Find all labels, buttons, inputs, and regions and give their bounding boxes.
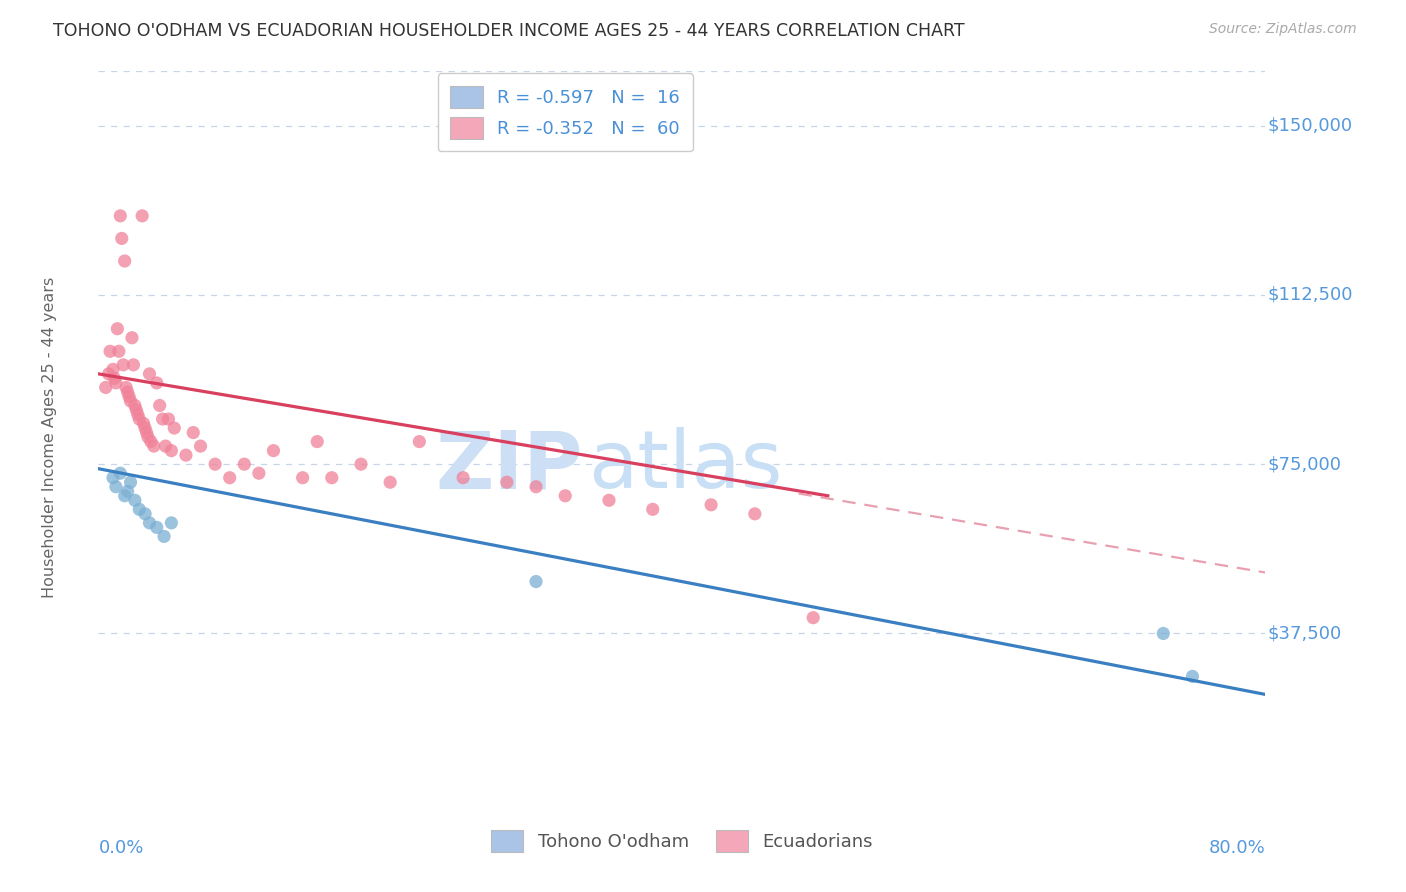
Point xyxy=(134,507,156,521)
Point xyxy=(136,430,159,444)
Point xyxy=(128,412,150,426)
Point xyxy=(138,516,160,530)
Point xyxy=(554,489,576,503)
Point xyxy=(204,457,226,471)
Point xyxy=(142,439,165,453)
Text: $112,500: $112,500 xyxy=(1268,285,1353,304)
Point xyxy=(101,362,124,376)
Point xyxy=(112,358,135,372)
Point xyxy=(104,480,127,494)
Point xyxy=(117,384,139,399)
Point xyxy=(146,520,169,534)
Text: atlas: atlas xyxy=(589,427,783,506)
Point xyxy=(146,376,169,390)
Text: 80.0%: 80.0% xyxy=(1209,839,1265,857)
Point xyxy=(163,421,186,435)
Point xyxy=(138,367,160,381)
Point xyxy=(160,516,183,530)
Point xyxy=(124,399,146,413)
Point xyxy=(152,412,174,426)
Point xyxy=(118,389,141,403)
Point xyxy=(641,502,664,516)
Point xyxy=(408,434,430,449)
Point xyxy=(218,471,240,485)
Point xyxy=(1181,669,1204,683)
Point xyxy=(122,358,145,372)
Point xyxy=(190,439,212,453)
Point xyxy=(97,367,120,381)
Point xyxy=(153,529,176,543)
Point xyxy=(262,443,284,458)
Point xyxy=(524,480,547,494)
Point xyxy=(149,399,172,413)
Point xyxy=(111,231,134,245)
Point xyxy=(103,371,125,385)
Point xyxy=(104,376,127,390)
Point xyxy=(380,475,402,490)
Point xyxy=(174,448,197,462)
Point xyxy=(101,471,124,485)
Point xyxy=(132,417,155,431)
Point xyxy=(801,610,824,624)
Point xyxy=(350,457,373,471)
Text: TOHONO O'ODHAM VS ECUADORIAN HOUSEHOLDER INCOME AGES 25 - 44 YEARS CORRELATION C: TOHONO O'ODHAM VS ECUADORIAN HOUSEHOLDER… xyxy=(53,22,965,40)
Point xyxy=(160,443,183,458)
Point xyxy=(110,466,132,480)
Point xyxy=(139,434,162,449)
Point xyxy=(1152,626,1174,640)
Text: Householder Income Ages 25 - 44 years: Householder Income Ages 25 - 44 years xyxy=(42,277,56,598)
Point xyxy=(181,425,204,440)
Point xyxy=(114,254,136,268)
Point xyxy=(135,425,157,440)
Legend: Tohono O'odham, Ecuadorians: Tohono O'odham, Ecuadorians xyxy=(484,823,880,860)
Text: Source: ZipAtlas.com: Source: ZipAtlas.com xyxy=(1209,22,1357,37)
Point xyxy=(117,484,139,499)
Point xyxy=(121,331,143,345)
Point xyxy=(744,507,766,521)
Point xyxy=(134,421,156,435)
Text: ZIP: ZIP xyxy=(436,427,582,506)
Point xyxy=(114,489,136,503)
Point xyxy=(110,209,132,223)
Point xyxy=(247,466,270,480)
Point xyxy=(125,403,148,417)
Point xyxy=(120,475,142,490)
Point xyxy=(120,394,142,409)
Point xyxy=(321,471,343,485)
Point xyxy=(155,439,177,453)
Point xyxy=(524,574,547,589)
Text: 0.0%: 0.0% xyxy=(98,839,143,857)
Point xyxy=(307,434,329,449)
Point xyxy=(291,471,314,485)
Point xyxy=(128,502,150,516)
Point xyxy=(598,493,620,508)
Point xyxy=(700,498,723,512)
Point xyxy=(124,493,146,508)
Point xyxy=(496,475,519,490)
Point xyxy=(157,412,180,426)
Text: $150,000: $150,000 xyxy=(1268,117,1353,135)
Point xyxy=(131,209,153,223)
Text: $75,000: $75,000 xyxy=(1268,455,1341,473)
Point xyxy=(233,457,256,471)
Point xyxy=(115,380,138,394)
Point xyxy=(94,380,117,394)
Point xyxy=(108,344,131,359)
Text: $37,500: $37,500 xyxy=(1268,624,1341,642)
Point xyxy=(105,322,128,336)
Point xyxy=(98,344,121,359)
Point xyxy=(451,471,474,485)
Point xyxy=(127,408,149,422)
